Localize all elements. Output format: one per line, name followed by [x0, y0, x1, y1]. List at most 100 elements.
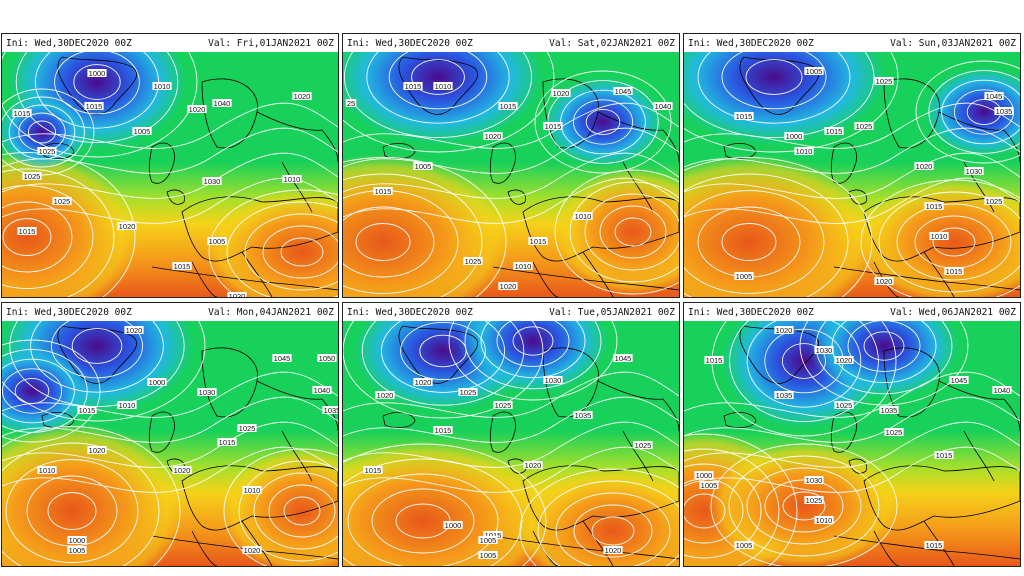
svg-text:1025: 1025: [54, 197, 71, 206]
isobar-label: 1030: [964, 167, 984, 176]
svg-text:1015: 1015: [174, 262, 191, 271]
svg-text:1000: 1000: [696, 471, 713, 480]
valid-time-label: Val: Sat,02JAN2021 00Z: [549, 37, 675, 49]
svg-text:1025: 1025: [460, 388, 477, 397]
isobar-label: 1015: [704, 356, 724, 365]
svg-text:1015: 1015: [530, 237, 547, 246]
isobar-label: 1030: [814, 346, 834, 355]
map-svg: 1015 1010 1015 1020 1045 1040 1020 1015 1005 1015…: [343, 52, 679, 297]
svg-text:1025: 1025: [886, 428, 903, 437]
svg-text:1005: 1005: [806, 67, 823, 76]
svg-text:1015: 1015: [500, 102, 517, 111]
isobar-label: 1025: [237, 424, 257, 433]
svg-text:1010: 1010: [39, 466, 56, 475]
svg-text:1020: 1020: [525, 461, 542, 470]
forecast-panel: Ini: Wed,30DEC2020 00Z Val: Tue,05JAN202…: [342, 302, 680, 567]
isobar-label: 1005: [132, 127, 152, 136]
svg-text:1005: 1005: [736, 541, 753, 550]
isobar-label: 1015: [483, 531, 503, 540]
init-time-label: Ini: Wed,30DEC2020 00Z: [347, 306, 473, 318]
isobar-label: 1020: [242, 546, 262, 555]
svg-text:1030: 1030: [545, 376, 562, 385]
svg-text:1025: 1025: [495, 401, 512, 410]
isobar-label: 1015: [433, 426, 453, 435]
isobar-label: 1030: [197, 388, 217, 397]
isobar-label: 1015: [12, 109, 32, 118]
svg-text:1015: 1015: [79, 406, 96, 415]
forecast-panel: Ini: Wed,30DEC2020 00Z Val: Mon,04JAN202…: [1, 302, 339, 567]
isobar-label: 1045: [613, 354, 633, 363]
isobar-label: 1015: [734, 112, 754, 121]
isobar-label: 1015: [363, 466, 383, 475]
isobar-label: 1025: [22, 172, 42, 181]
svg-text:1010: 1010: [435, 82, 452, 91]
isobar-label: 1015: [528, 237, 548, 246]
isobar-label: 1025: [37, 147, 57, 156]
isobar-label: 1020: [413, 378, 433, 387]
svg-text:1005: 1005: [209, 237, 226, 246]
isobars: [343, 52, 679, 297]
isobar-label: 1005: [734, 272, 754, 281]
isobar-label: 1020: [551, 89, 571, 98]
forecast-panel: Ini: Wed,30DEC2020 00Z Val: Fri,01JAN202…: [1, 33, 339, 298]
isobar-label: 1045: [613, 87, 633, 96]
svg-text:1015: 1015: [706, 356, 723, 365]
svg-text:1015: 1015: [826, 127, 843, 136]
isobar-label: 1005: [804, 67, 824, 76]
svg-text:1050: 1050: [319, 354, 336, 363]
isobar-label: 1025: [874, 77, 894, 86]
isobar-label: 1015: [403, 82, 423, 91]
isobar-label: 1010: [433, 82, 453, 91]
svg-text:1020: 1020: [244, 546, 261, 555]
isobar-label: 1020: [292, 92, 312, 101]
svg-text:1020: 1020: [485, 132, 502, 141]
isobar-label: 1040: [992, 386, 1012, 395]
panel-header: Ini: Wed,30DEC2020 00Z Val: Sat,02JAN202…: [343, 34, 679, 52]
isobar-labels: 1045 1020 1020 1030 1025 1035 1015 1025 1020 1025…: [363, 354, 653, 560]
svg-text:1000: 1000: [149, 378, 166, 387]
svg-text:1015: 1015: [14, 109, 31, 118]
isobar-label: 1025: [458, 388, 478, 397]
svg-text:1030: 1030: [199, 388, 216, 397]
pressure-map: 1020 1030 1020 1015 1035 1045 1040 1025 1035 1025…: [684, 321, 1020, 566]
svg-text:1025: 1025: [465, 257, 482, 266]
isobar-label: 1010: [37, 466, 57, 475]
svg-text:1015: 1015: [936, 451, 953, 460]
isobars: [2, 321, 338, 566]
coastlines: [723, 56, 1020, 297]
svg-text:1020: 1020: [605, 546, 622, 555]
svg-text:1045: 1045: [274, 354, 291, 363]
svg-text:1000: 1000: [445, 521, 462, 530]
isobars: [2, 52, 338, 297]
isobar-label: 1020: [375, 391, 395, 400]
svg-text:1010: 1010: [575, 212, 592, 221]
isobar-label: 1035: [322, 406, 338, 415]
isobar-label: 1005: [478, 551, 498, 560]
isobar-label: 1005: [734, 541, 754, 550]
low-pressure-area: [343, 52, 543, 145]
isobar-label: 1000: [67, 536, 87, 545]
svg-text:1040: 1040: [994, 386, 1011, 395]
isobar-label: 1020: [834, 356, 854, 365]
isobar-label: 1015: [77, 406, 97, 415]
isobar-label: 1015: [498, 102, 518, 111]
isobar-label: 1040: [312, 386, 332, 395]
isobar-label: 1025: [854, 122, 874, 131]
valid-time-label: Val: Tue,05JAN2021 00Z: [549, 306, 675, 318]
isobars: [343, 321, 679, 566]
isobar-label: 1025: [463, 257, 483, 266]
isobar-label: 1020: [874, 277, 894, 286]
isobar-label: 1020: [523, 461, 543, 470]
svg-text:1040: 1040: [314, 386, 331, 395]
svg-text:1030: 1030: [204, 177, 221, 186]
isobar-label: 1010: [513, 262, 533, 271]
map-svg: 1020 1045 1050 1040 1035 1030 1000 1015 1010 1020…: [2, 321, 338, 566]
svg-text:1015: 1015: [19, 227, 36, 236]
svg-text:1020: 1020: [126, 326, 143, 335]
svg-text:1015: 1015: [485, 531, 502, 540]
map-svg: 1000 1015 1015 1025 1025 1010 1020 1040 1020 1025…: [2, 52, 338, 297]
panel-header: Ini: Wed,30DEC2020 00Z Val: Wed,06JAN202…: [684, 303, 1020, 321]
isobar-labels: 1020 1045 1050 1040 1035 1030 1000 1015 1010 1020…: [37, 326, 338, 555]
low-pressure-area: [458, 321, 608, 394]
isobar-label: 1015: [373, 187, 393, 196]
